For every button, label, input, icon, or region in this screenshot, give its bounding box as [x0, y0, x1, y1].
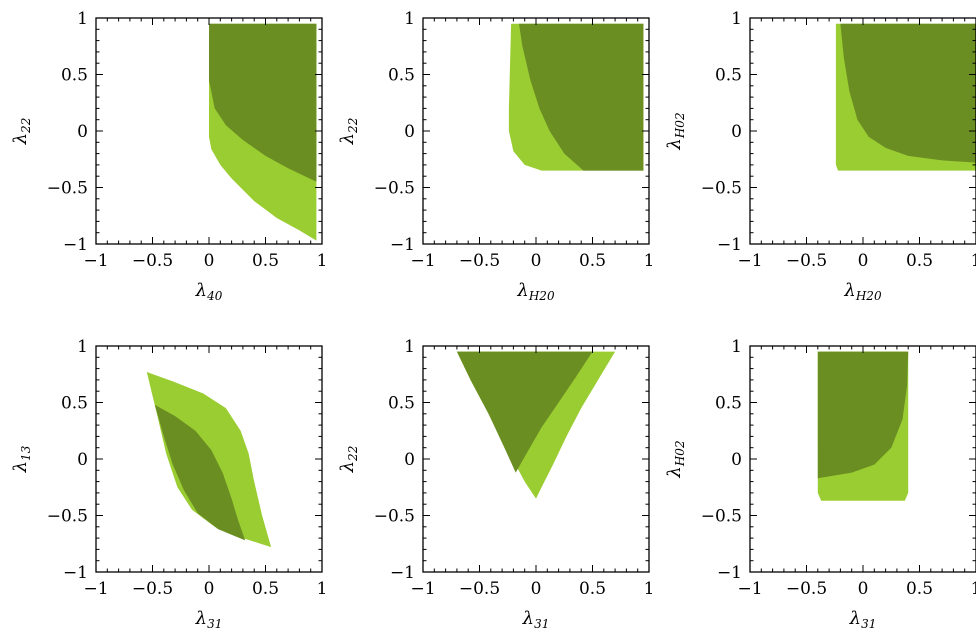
y-axis-label: λ22	[10, 118, 33, 146]
y-tick-label: −0.5	[374, 507, 415, 527]
panel-5: −1 −0.5 0 0.5 1 −1 −0.5 0 0.5 1 λ31 λ22	[337, 337, 654, 628]
dark-region	[456, 351, 593, 473]
x-tick-label: 0	[858, 579, 869, 599]
y-tick-label: −0.5	[374, 179, 415, 199]
panel-1: −1 −0.5 0 0.5 1 −1 −0.5 0 0.5 1 λ40 λ22	[10, 9, 327, 303]
x-tick-label: 0	[531, 579, 542, 599]
dark-region	[840, 23, 976, 163]
y-tick-label: 0	[77, 450, 88, 470]
y-tick-label: −0.5	[701, 179, 742, 199]
x-tick-label: 1	[971, 579, 976, 599]
x-axis-label: λ31	[522, 608, 550, 628]
y-tick-label: 0	[731, 122, 742, 142]
x-tick-label: −1	[410, 251, 435, 271]
x-axis-label: λ31	[849, 608, 877, 628]
y-tick-label: 0	[77, 122, 88, 142]
y-tick-label: 0.5	[715, 66, 742, 86]
y-tick-label: 0.5	[715, 394, 742, 414]
y-tick-label: 0	[731, 450, 742, 470]
x-tick-label: 0.5	[252, 251, 279, 271]
dark-region	[817, 351, 909, 479]
x-tick-label: 1	[317, 579, 328, 599]
y-tick-label: 1	[731, 337, 742, 357]
x-tick-label: −0.5	[132, 251, 173, 271]
x-tick-label: 1	[971, 251, 976, 271]
x-tick-label: 0.5	[579, 579, 606, 599]
x-axis-label: λ40	[195, 280, 223, 303]
x-tick-label: −1	[83, 251, 108, 271]
x-tick-label: 1	[644, 251, 655, 271]
dark-region	[519, 23, 644, 171]
y-axis-label: λH02	[664, 112, 687, 150]
y-tick-label: −1	[390, 563, 415, 583]
y-axis-label: λH02	[664, 440, 687, 478]
y-tick-label: −1	[63, 235, 88, 255]
panel-4: −1 −0.5 0 0.5 1 −1 −0.5 0 0.5 1 λ31 λ13	[10, 337, 327, 628]
x-tick-label: −0.5	[786, 579, 827, 599]
y-tick-label: −0.5	[47, 179, 88, 199]
x-tick-label: 0	[531, 251, 542, 271]
y-tick-label: 1	[77, 337, 88, 357]
y-axis-label: λ22	[337, 446, 360, 474]
x-tick-label: 0.5	[579, 251, 606, 271]
x-tick-label: 0	[204, 251, 215, 271]
y-tick-label: −0.5	[47, 507, 88, 527]
x-axis-label: λH20	[843, 280, 882, 303]
x-tick-label: 0.5	[906, 579, 933, 599]
x-tick-label: 1	[317, 251, 328, 271]
y-tick-label: 0	[404, 450, 415, 470]
panel-2: −1 −0.5 0 0.5 1 −1 −0.5 0 0.5 1 λH20 λ22	[337, 9, 654, 303]
y-axis-label: λ22	[337, 118, 360, 146]
x-tick-label: −1	[737, 251, 762, 271]
x-tick-label: 0	[858, 251, 869, 271]
x-tick-label: 0.5	[906, 251, 933, 271]
plot-area	[209, 23, 317, 241]
y-tick-label: −1	[717, 563, 742, 583]
x-axis-label: λH20	[516, 280, 555, 303]
y-tick-label: 1	[404, 337, 415, 357]
y-tick-label: 0.5	[388, 66, 415, 86]
x-tick-label: −1	[737, 579, 762, 599]
y-tick-label: −1	[390, 235, 415, 255]
plot-area	[146, 372, 272, 548]
y-tick-label: −1	[717, 235, 742, 255]
y-tick-label: 1	[731, 9, 742, 29]
panel-6: −1 −0.5 0 0.5 1 −1 −0.5 0 0.5 1 λ31 λH02	[664, 337, 976, 628]
y-tick-label: −1	[63, 563, 88, 583]
x-tick-label: −0.5	[786, 251, 827, 271]
y-tick-label: 0.5	[61, 394, 88, 414]
y-tick-label: −0.5	[701, 507, 742, 527]
x-tick-label: −0.5	[132, 579, 173, 599]
dark-region	[154, 404, 246, 541]
x-tick-label: −0.5	[459, 251, 500, 271]
y-axis-label: λ13	[10, 445, 33, 473]
plot-area	[835, 23, 976, 171]
x-tick-label: 0.5	[252, 579, 279, 599]
y-tick-label: 0.5	[388, 394, 415, 414]
x-tick-label: −1	[410, 579, 435, 599]
y-tick-label: 0	[404, 122, 415, 142]
plot-area	[456, 351, 616, 499]
y-tick-label: 1	[404, 9, 415, 29]
dark-region	[209, 23, 317, 182]
panel-3: −1 −0.5 0 0.5 1 −1 −0.5 0 0.5 1 λH20 λH02	[664, 9, 976, 303]
x-tick-label: −0.5	[459, 579, 500, 599]
plot-area	[817, 351, 909, 501]
y-tick-label: 0.5	[61, 66, 88, 86]
x-tick-label: −1	[83, 579, 108, 599]
y-tick-label: 1	[77, 9, 88, 29]
x-tick-label: 0	[204, 579, 215, 599]
x-axis-label: λ31	[195, 608, 223, 628]
plot-area	[508, 23, 644, 171]
x-tick-label: 1	[644, 579, 655, 599]
